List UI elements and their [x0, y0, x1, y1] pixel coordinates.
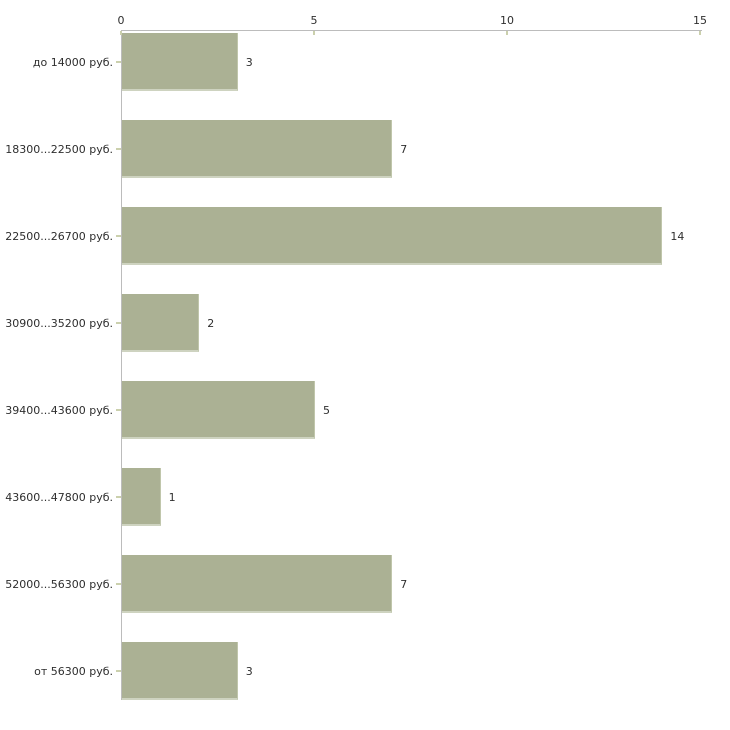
category-tick-mark [116, 583, 121, 585]
bar-value-label: 7 [400, 142, 408, 156]
bar [122, 207, 663, 265]
x-tick-label: 10 [500, 14, 514, 27]
x-tick-mark [506, 31, 508, 35]
bar [122, 120, 393, 178]
category-tick-mark [116, 322, 121, 324]
x-tick-mark [120, 31, 122, 35]
bar-value-label: 14 [670, 229, 685, 243]
chart-row: 52000...56300 руб. 7 [0, 553, 730, 640]
category-tick-mark [116, 409, 121, 411]
category-label: 39400...43600 руб. [5, 403, 113, 417]
category-tick-mark [116, 148, 121, 150]
chart-row: 30900...35200 руб. 2 [0, 292, 730, 379]
x-axis-line [121, 30, 702, 31]
category-tick-mark [116, 235, 121, 237]
category-label: до 14000 руб. [32, 55, 113, 69]
x-tick-mark [699, 31, 701, 35]
chart-row: 39400...43600 руб. 5 [0, 379, 730, 466]
bar-value-label: 5 [323, 403, 330, 417]
x-tick-label: 5 [310, 14, 318, 27]
bar-value-label: 3 [245, 55, 253, 69]
chart-row: от 56300 руб. 3 [0, 640, 730, 727]
bar [122, 468, 161, 526]
chart-rows: до 14000 руб. 3 18300...22500 руб. 7 225… [0, 31, 730, 727]
bar [122, 294, 200, 352]
chart-row: до 14000 руб. 3 [0, 31, 730, 118]
bar-value-label: 1 [168, 490, 176, 504]
bar-value-label: 2 [207, 316, 215, 330]
category-label: 30900...35200 руб. [5, 316, 113, 330]
category-label: 43600...47800 руб. [5, 490, 113, 504]
x-tick-mark [313, 31, 315, 35]
bar [122, 33, 238, 91]
x-tick-label: 0 [117, 14, 125, 27]
category-label: от 56300 руб. [34, 664, 113, 678]
category-label: 18300...22500 руб. [5, 142, 113, 156]
bar-value-label: 7 [400, 577, 408, 591]
bar [122, 642, 238, 700]
y-axis-line [121, 30, 122, 700]
bar [122, 555, 393, 613]
chart-row: 22500...26700 руб. 14 [0, 205, 730, 292]
x-tick-label: 15 [693, 14, 707, 27]
chart-row: 18300...22500 руб. 7 [0, 118, 730, 205]
category-label: 52000...56300 руб. [5, 577, 113, 591]
category-label: 22500...26700 руб. [5, 229, 113, 243]
category-tick-mark [116, 670, 121, 672]
bar-value-label: 3 [245, 664, 253, 678]
bar [122, 381, 315, 439]
category-tick-mark [116, 61, 121, 63]
category-tick-mark [116, 496, 121, 498]
chart-row: 43600...47800 руб. 1 [0, 466, 730, 553]
